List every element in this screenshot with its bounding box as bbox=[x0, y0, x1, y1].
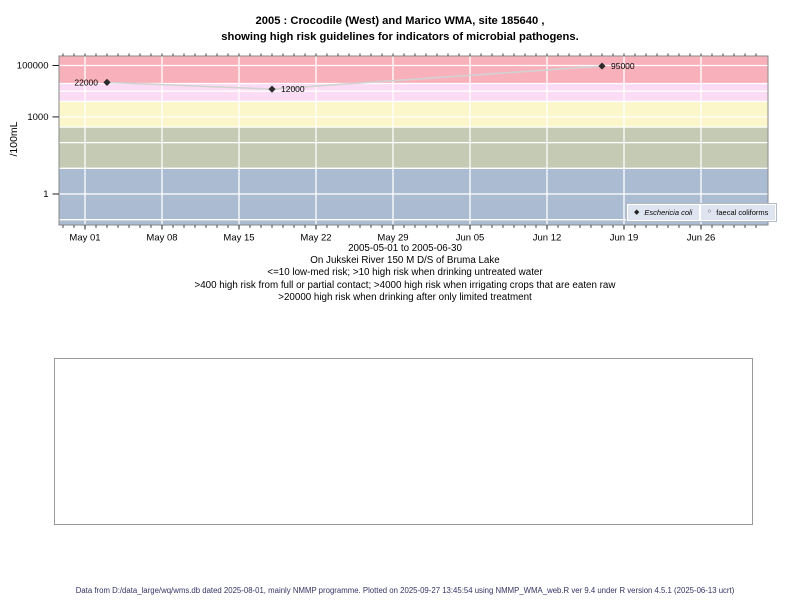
x-tick-label: Jun 12 bbox=[533, 233, 562, 244]
data-point-label: 95000 bbox=[611, 61, 635, 71]
x-tick-label: May 29 bbox=[377, 233, 408, 244]
y-tick-label: 100000 bbox=[17, 61, 49, 72]
plot-area: May 01 May 08 May 15 May 22 May 29 Jun 05 Jun … bbox=[17, 53, 769, 244]
x-tick-label: May 01 bbox=[69, 233, 100, 244]
legend: ◆ Eschericia coli ○ faecal coliforms bbox=[626, 203, 778, 222]
x-tick-label: Jun 05 bbox=[456, 233, 485, 244]
risk-band bbox=[59, 101, 768, 128]
x-tick-label: Jun 19 bbox=[610, 233, 639, 244]
x-tick-label: May 08 bbox=[146, 233, 177, 244]
legend-item-ecoli: ◆ Eschericia coli bbox=[627, 204, 701, 221]
data-point-diamond bbox=[103, 78, 111, 86]
x-tick-label: May 22 bbox=[300, 233, 331, 244]
legend-label-ecoli: Eschericia coli bbox=[644, 208, 693, 217]
footer-note: Data from D:/data_large/wq/wms.db dated … bbox=[75, 586, 735, 595]
data-point-label: 12000 bbox=[281, 84, 305, 94]
legend-item-faecal-coliforms: ○ faecal coliforms bbox=[700, 204, 777, 221]
chart-title-line2: showing high risk guidelines for indicat… bbox=[221, 31, 579, 43]
y-tick-label: 1 bbox=[43, 189, 48, 200]
filled-diamond-icon: ◆ bbox=[634, 209, 640, 216]
risk-band bbox=[59, 83, 768, 102]
data-point-label: 22000 bbox=[74, 77, 98, 87]
caption-date-range: 2005-05-01 to 2005-06-30 bbox=[348, 243, 462, 254]
x-tick-label: Jun 26 bbox=[687, 233, 716, 244]
chart-title: 2005 : Crocodile (West) and Marico WMA, … bbox=[0, 13, 800, 45]
open-circle-icon: ○ bbox=[707, 208, 712, 216]
risk-band bbox=[59, 127, 768, 169]
plot-border bbox=[58, 55, 769, 226]
data-point-diamond bbox=[598, 62, 606, 70]
data-point-diamond bbox=[268, 85, 276, 93]
caption-risk-line3: >20000 high risk when drinking after onl… bbox=[278, 291, 532, 303]
caption-block: 2005-05-01 to 2005-06-30 On Jukskei Rive… bbox=[10, 243, 800, 304]
x-tick-label: May 15 bbox=[223, 233, 254, 244]
chart-title-line1: 2005 : Crocodile (West) and Marico WMA, … bbox=[255, 15, 545, 27]
caption-risk-line2: >400 high risk from full or partial cont… bbox=[194, 279, 616, 291]
caption-site-location: On Jukskei River 150 M D/S of Bruma Lake bbox=[310, 255, 500, 267]
y-tick-label: 1000 bbox=[27, 112, 48, 123]
caption-risk-line1: <=10 low-med risk; >10 high risk when dr… bbox=[267, 267, 543, 279]
legend-label-faecal-coliforms: faecal coliforms bbox=[716, 208, 769, 217]
empty-panel bbox=[54, 358, 753, 525]
